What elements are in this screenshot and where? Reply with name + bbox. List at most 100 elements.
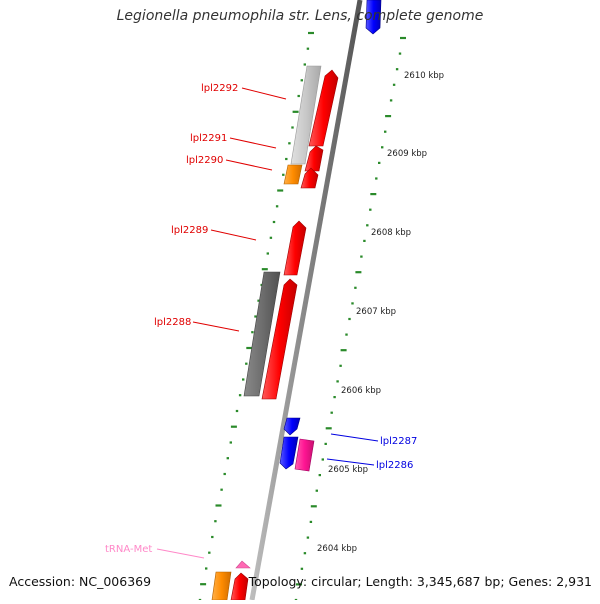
tick-mark	[369, 208, 372, 211]
gene-label-lpl2288[interactable]: lpl2288	[154, 317, 191, 328]
tick-mark	[211, 535, 214, 539]
gene-label-lpl2290[interactable]: lpl2290	[186, 155, 223, 166]
tick-mark	[395, 68, 399, 71]
kbp-label: 2604 kbp	[317, 544, 357, 554]
tick-mark	[351, 302, 354, 305]
tick-mark	[300, 79, 303, 82]
tick-mark	[355, 271, 362, 274]
tick-mark	[285, 157, 288, 161]
tick-mark	[303, 63, 306, 66]
gene-block-pink-lpl2286[interactable]	[294, 438, 315, 472]
tick-mark	[400, 36, 406, 40]
tick-mark	[384, 130, 387, 133]
tick-mark	[339, 364, 342, 367]
kbp-label: 2606 kbp	[341, 386, 381, 396]
tick-mark	[251, 331, 254, 334]
tick-mark	[375, 177, 378, 180]
tick-mark	[324, 442, 327, 445]
gene-label-lpl2291[interactable]: lpl2291	[190, 133, 227, 144]
tick-mark	[269, 236, 273, 239]
tick-mark	[266, 252, 269, 255]
genome-summary-text: Topology: circular; Length: 3,345,687 bp…	[248, 574, 592, 589]
tick-mark	[245, 362, 248, 365]
tick-mark	[205, 567, 208, 570]
gene-label-lpl2289[interactable]: lpl2289	[171, 225, 208, 236]
gene-block-gray-lpl2288[interactable]	[243, 271, 281, 397]
tick-mark	[310, 505, 317, 508]
tick-mark	[220, 488, 223, 491]
gene-arrow-lpl2287[interactable]	[283, 417, 301, 436]
gene-arrow-red-bottom[interactable]	[230, 572, 249, 601]
tick-mark	[292, 110, 299, 113]
coordinate-tick-marks	[198, 31, 406, 602]
gene-arrow-lpl2290[interactable]	[300, 167, 319, 189]
tick-mark	[261, 268, 268, 271]
tick-mark	[230, 425, 237, 428]
tick-mark	[246, 346, 253, 350]
tick-mark	[360, 255, 363, 258]
tick-mark	[296, 583, 302, 586]
kbp-label: 2609 kbp	[387, 149, 427, 159]
tick-mark	[321, 458, 324, 461]
tick-mark	[277, 189, 284, 192]
gene-arrow-trna-met[interactable]	[235, 560, 251, 569]
gene-label-trna-met[interactable]: tRNA-Met	[105, 544, 152, 555]
kbp-label: 2610 kbp	[404, 71, 444, 81]
kbp-label: 2607 kbp	[356, 307, 396, 317]
tick-mark	[308, 31, 314, 35]
gene-arrow-lpl2288[interactable]	[261, 278, 298, 400]
gene-labels: lpl2292 lpl2291 lpl2290 lpl2289 lpl2288 …	[105, 83, 417, 555]
tick-mark	[309, 520, 313, 523]
genome-backbone	[249, 0, 363, 601]
tick-mark	[306, 536, 310, 539]
tick-mark	[223, 472, 226, 476]
tick-mark	[300, 567, 304, 570]
gene-label-lpl2292[interactable]: lpl2292	[201, 83, 238, 94]
gene-arrow-top-blue[interactable]	[365, 0, 382, 35]
tick-mark	[315, 489, 318, 492]
tick-mark	[366, 224, 369, 227]
tick-mark	[392, 83, 396, 86]
kbp-scale: 2610 kbp 2609 kbp 2608 kbp 2607 kbp 2606…	[317, 71, 444, 554]
gene-block-orange-bottom[interactable]	[211, 571, 232, 601]
gene-arrow-lpl2292[interactable]	[308, 69, 339, 147]
tick-mark	[348, 317, 351, 321]
tick-mark	[208, 551, 211, 554]
tick-mark	[354, 286, 357, 289]
tick-mark	[333, 396, 336, 399]
tick-mark	[275, 205, 279, 208]
tick-mark	[291, 126, 294, 129]
tick-mark	[235, 409, 239, 413]
gene-label-lpl2287[interactable]: lpl2287	[380, 436, 417, 447]
tick-mark	[378, 161, 381, 164]
kbp-label: 2605 kbp	[328, 465, 368, 475]
gene-arrow-lpl2286-blue[interactable]	[279, 436, 299, 470]
tick-mark	[340, 349, 347, 352]
tick-mark	[272, 220, 276, 224]
label-leader-lines	[156, 87, 379, 559]
tick-mark	[325, 427, 332, 430]
tick-mark	[254, 315, 257, 318]
gene-arrow-lpl2291[interactable]	[304, 145, 324, 172]
tick-mark	[215, 504, 222, 507]
tick-mark	[288, 142, 291, 145]
tick-mark	[330, 411, 333, 414]
tick-mark	[398, 52, 402, 55]
tick-mark	[229, 441, 232, 444]
gene-block-orange-lpl2290[interactable]	[283, 164, 303, 185]
tick-mark	[226, 457, 229, 460]
gene-label-lpl2286[interactable]: lpl2286	[376, 460, 413, 471]
gene-block-gray-lpl2292[interactable]	[290, 65, 322, 165]
map-title: Legionella pneumophila str. Lens, comple…	[116, 8, 484, 24]
tick-mark	[363, 239, 366, 242]
tick-mark	[282, 173, 285, 176]
tick-mark	[381, 146, 384, 149]
gene-arrow-lpl2289[interactable]	[283, 220, 307, 276]
tick-mark	[200, 583, 207, 586]
tick-mark	[318, 474, 321, 477]
tick-mark	[303, 552, 307, 555]
tick-mark	[385, 115, 392, 118]
tick-mark	[214, 520, 217, 523]
